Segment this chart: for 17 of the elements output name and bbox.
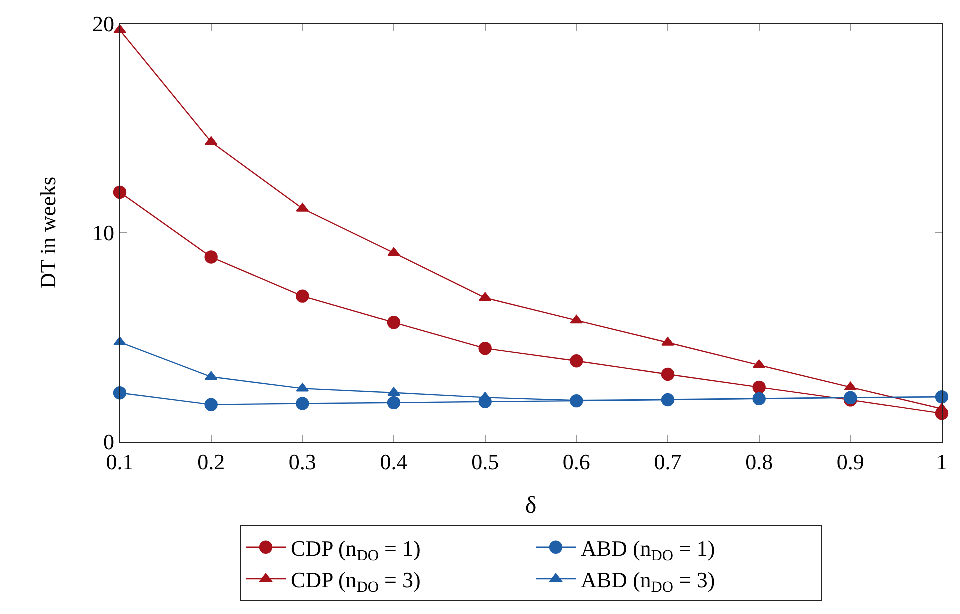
x-tick-label: 0.8 <box>746 450 774 474</box>
x-tick-label: 0.6 <box>562 450 590 474</box>
legend-label: CDP (n$_{DO}$ = 1) <box>291 536 421 565</box>
x-axis-title: δ <box>525 492 537 519</box>
x-tick-label: 0.7 <box>654 450 682 474</box>
x-tick-label: 0.3 <box>288 450 316 474</box>
x-tick-label: 1 <box>936 450 948 474</box>
legend-label: CDP (n$_{DO}$ = 3) <box>291 568 421 596</box>
x-tick-label: 0.4 <box>380 450 408 474</box>
y-axis-title: DT in weeks <box>35 176 60 290</box>
legend-label: ABD (n$_{DO}$ = 1) <box>581 536 716 565</box>
x-tick-label: 0.5 <box>472 450 500 474</box>
y-tick-label: 10 <box>92 220 114 246</box>
x-tick-label: 0.9 <box>836 450 864 474</box>
y-tick-label: 20 <box>92 12 114 37</box>
x-tick-label: 0.2 <box>198 450 226 474</box>
legend-label: ABD (n$_{DO}$ = 3) <box>581 568 716 596</box>
